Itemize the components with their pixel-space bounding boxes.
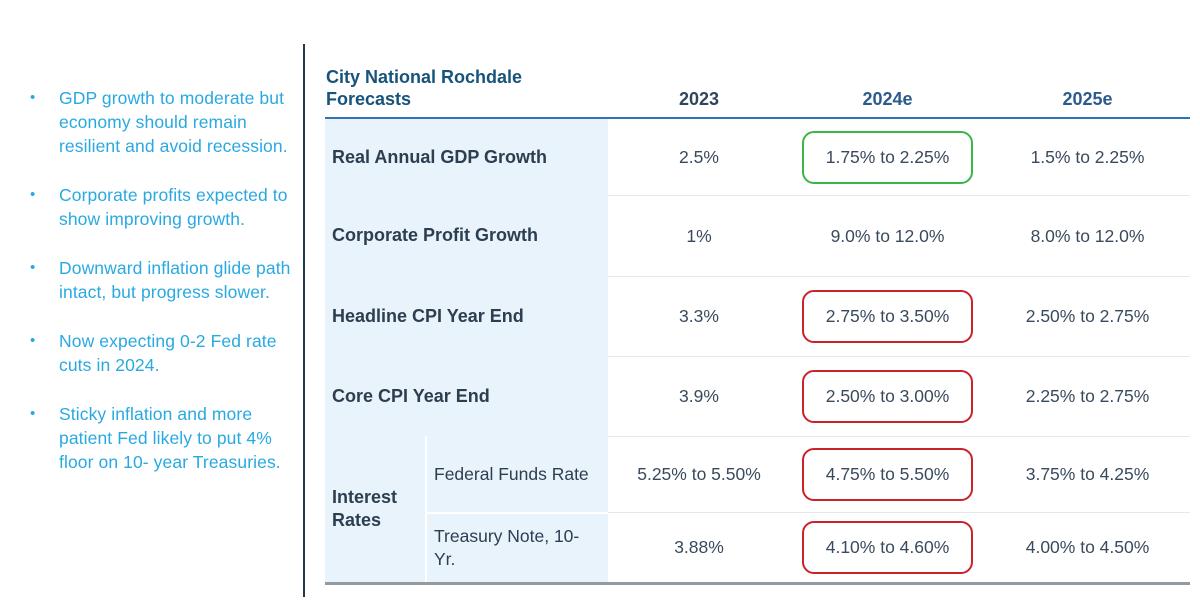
bullet-icon: • bbox=[30, 405, 36, 422]
cell-profit-2023: 1% bbox=[608, 195, 790, 276]
row-group-interest-rates: Interest Rates bbox=[325, 436, 425, 582]
cell-gdp-2023: 2.5% bbox=[679, 146, 719, 167]
list-item: • Now expecting 0-2 Fed rate cuts in 202… bbox=[30, 329, 292, 377]
bullet-text: Sticky inflation and more patient Fed li… bbox=[59, 404, 281, 472]
bullet-icon: • bbox=[30, 259, 36, 276]
cell-value: 2.50% to 3.00% bbox=[825, 386, 950, 406]
cell-fed-funds-2024e: 4.75% to 5.50% bbox=[790, 436, 985, 512]
table-title: City National Rochdale Forecasts bbox=[326, 67, 523, 109]
cell-core-cpi-2025e: 2.25% to 2.75% bbox=[985, 356, 1190, 436]
cell-headline-cpi-2023: 3.3% bbox=[608, 276, 790, 356]
column-header-2025e: 2025e bbox=[1062, 89, 1113, 109]
cell-core-cpi-2023: 3.9% bbox=[608, 356, 790, 436]
column-header-2024e: 2024e bbox=[862, 89, 913, 109]
cell-fed-funds-2023: 5.25% to 5.50% bbox=[608, 436, 790, 512]
bullet-icon: • bbox=[30, 89, 36, 106]
bullet-text: GDP growth to moderate but economy shoul… bbox=[59, 88, 288, 156]
list-item: • GDP growth to moderate but economy sho… bbox=[30, 86, 292, 158]
row-label-headline-cpi: Headline CPI Year End bbox=[325, 276, 608, 356]
forecast-table: City National Rochdale Forecasts 2023 20… bbox=[325, 66, 1190, 585]
cell-treasury-2023: 3.88% bbox=[608, 512, 790, 582]
bullet-icon: • bbox=[30, 186, 36, 203]
highlight-box-red: 2.75% to 3.50% bbox=[802, 290, 973, 343]
bullet-text: Downward inflation glide path intact, bu… bbox=[59, 258, 291, 302]
cell-value: 2.75% to 3.50% bbox=[825, 306, 950, 326]
highlight-box-red: 2.50% to 3.00% bbox=[802, 370, 973, 423]
row-label-treasury-note: Treasury Note, 10-Yr. bbox=[425, 512, 608, 582]
cell-fed-funds-2025e: 3.75% to 4.25% bbox=[985, 436, 1190, 512]
cell-headline-cpi-2025e: 2.50% to 2.75% bbox=[985, 276, 1190, 356]
cell-value: 4.75% to 5.50% bbox=[825, 464, 950, 484]
bullet-text: Corporate profits expected to show impro… bbox=[59, 185, 288, 229]
bullet-icon: • bbox=[30, 332, 36, 349]
column-header-2023: 2023 bbox=[678, 89, 720, 109]
list-item: • Corporate profits expected to show imp… bbox=[30, 183, 292, 231]
cell-profit-2024e: 9.0% to 12.0% bbox=[790, 195, 985, 276]
cell-gdp-2025e: 1.5% to 2.25% bbox=[1030, 146, 1145, 167]
row-label-fed-funds: Federal Funds Rate bbox=[425, 436, 608, 512]
list-item: • Downward inflation glide path intact, … bbox=[30, 256, 292, 304]
row-label-core-cpi: Core CPI Year End bbox=[325, 356, 608, 436]
highlight-box-red: 4.75% to 5.50% bbox=[802, 448, 973, 501]
cell-treasury-2025e: 4.00% to 4.50% bbox=[985, 512, 1190, 582]
cell-treasury-2024e: 4.10% to 4.60% bbox=[790, 512, 985, 582]
highlight-box-green: 1.75% to 2.25% bbox=[802, 130, 973, 184]
cell-core-cpi-2024e: 2.50% to 3.00% bbox=[790, 356, 985, 436]
vertical-divider bbox=[303, 44, 305, 597]
commentary-panel: • GDP growth to moderate but economy sho… bbox=[30, 86, 292, 499]
cell-value: 1.75% to 2.25% bbox=[825, 146, 950, 167]
cell-headline-cpi-2024e: 2.75% to 3.50% bbox=[790, 276, 985, 356]
highlight-box-red: 4.10% to 4.60% bbox=[802, 521, 973, 574]
bullet-text: Now expecting 0-2 Fed rate cuts in 2024. bbox=[59, 331, 277, 375]
table-header-row: City National Rochdale Forecasts 2023 20… bbox=[325, 66, 1190, 119]
list-item: • Sticky inflation and more patient Fed … bbox=[30, 402, 292, 474]
row-label-gdp: Real Annual GDP Growth bbox=[325, 119, 608, 195]
cell-value: 4.10% to 4.60% bbox=[825, 537, 950, 557]
cell-profit-2025e: 8.0% to 12.0% bbox=[985, 195, 1190, 276]
cell-gdp-2024e: 1.75% to 2.25% bbox=[790, 119, 985, 195]
table-body: Real Annual GDP Growth 2.5% 1.75% to 2.2… bbox=[325, 119, 1190, 585]
row-label-corporate-profit: Corporate Profit Growth bbox=[325, 195, 608, 276]
